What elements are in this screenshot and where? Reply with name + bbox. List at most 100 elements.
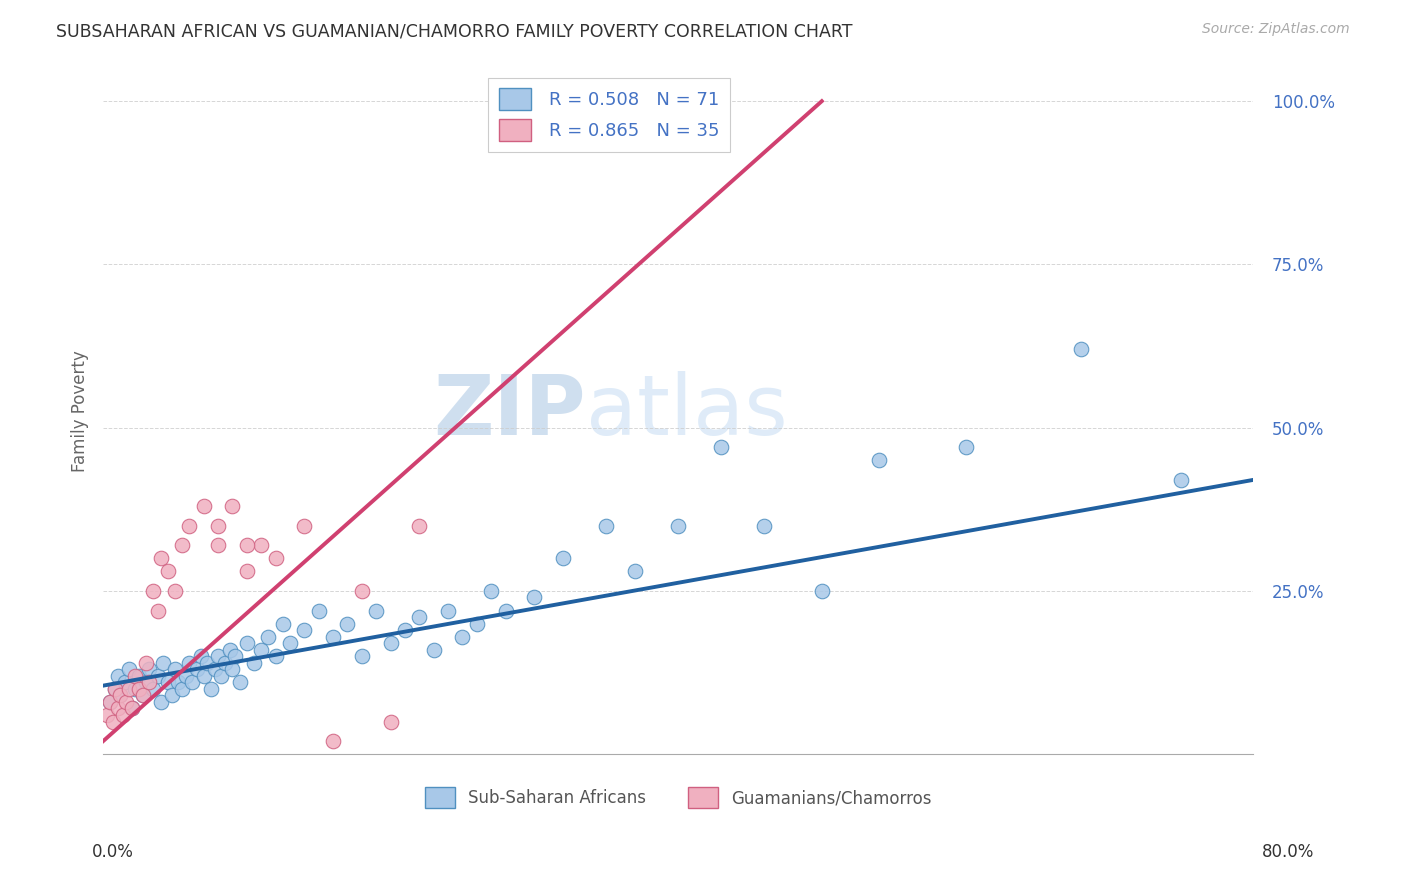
Point	[110, 689, 132, 703]
Point	[366, 603, 388, 617]
Point	[868, 453, 890, 467]
Point	[408, 518, 430, 533]
Point	[228, 675, 250, 690]
Point	[190, 649, 212, 664]
Point	[103, 714, 125, 729]
Point	[624, 565, 647, 579]
Point	[124, 681, 146, 696]
Point	[128, 681, 150, 696]
Point	[236, 565, 259, 579]
Point	[551, 551, 574, 566]
Point	[250, 642, 273, 657]
Point	[172, 538, 194, 552]
Point	[118, 681, 141, 696]
Point	[292, 623, 315, 637]
Point	[118, 662, 141, 676]
Point	[451, 630, 474, 644]
Point	[754, 518, 776, 533]
Point	[595, 518, 617, 533]
Point	[149, 551, 172, 566]
Point	[214, 656, 236, 670]
Point	[271, 616, 294, 631]
Point	[523, 591, 546, 605]
Point	[380, 636, 402, 650]
Point	[179, 656, 201, 670]
Point	[350, 649, 373, 664]
Text: SUBSAHARAN AFRICAN VS GUAMANIAN/CHAMORRO FAMILY POVERTY CORRELATION CHART: SUBSAHARAN AFRICAN VS GUAMANIAN/CHAMORRO…	[56, 22, 853, 40]
Point	[710, 440, 733, 454]
Point	[156, 565, 179, 579]
Point	[207, 538, 229, 552]
Point	[810, 583, 832, 598]
Point	[132, 689, 155, 703]
Point	[495, 603, 517, 617]
Point	[422, 642, 444, 657]
Point	[163, 662, 186, 676]
Point	[107, 701, 129, 715]
Point	[138, 675, 160, 690]
Point	[264, 649, 287, 664]
Point	[104, 681, 127, 696]
Point	[207, 649, 229, 664]
Point	[1170, 473, 1192, 487]
Point	[955, 440, 977, 454]
Point	[121, 701, 143, 715]
Point	[195, 656, 218, 670]
Point	[465, 616, 488, 631]
Point	[221, 662, 243, 676]
Text: atlas: atlas	[586, 371, 787, 452]
Point	[193, 499, 215, 513]
Point	[114, 675, 136, 690]
Text: Source: ZipAtlas.com: Source: ZipAtlas.com	[1202, 22, 1350, 37]
Point	[257, 630, 280, 644]
Point	[250, 538, 273, 552]
Point	[96, 708, 118, 723]
Point	[264, 551, 287, 566]
Point	[292, 518, 315, 533]
Point	[181, 675, 204, 690]
Point	[308, 603, 330, 617]
Point	[167, 675, 190, 690]
Point	[236, 538, 259, 552]
Point	[160, 689, 183, 703]
Point	[186, 662, 208, 676]
Point	[322, 630, 344, 644]
Point	[218, 642, 240, 657]
Point	[350, 583, 373, 598]
Point	[380, 714, 402, 729]
Point	[193, 669, 215, 683]
Text: 0.0%: 0.0%	[91, 843, 134, 861]
Point	[336, 616, 359, 631]
Point	[98, 695, 121, 709]
Point	[176, 669, 198, 683]
Point	[666, 518, 689, 533]
Point	[209, 669, 232, 683]
Text: ZIP: ZIP	[433, 371, 586, 452]
Point	[135, 656, 157, 670]
Point	[98, 695, 121, 709]
Point	[142, 681, 165, 696]
Point	[138, 662, 160, 676]
Point	[236, 636, 259, 650]
Point	[221, 499, 243, 513]
Point	[104, 681, 127, 696]
Point	[146, 603, 169, 617]
Point	[479, 583, 502, 598]
Point	[1070, 343, 1092, 357]
Point	[132, 689, 155, 703]
Point	[394, 623, 416, 637]
Point	[322, 734, 344, 748]
Point	[152, 656, 174, 670]
Point	[149, 695, 172, 709]
Point	[207, 518, 229, 533]
Y-axis label: Family Poverty: Family Poverty	[72, 351, 89, 472]
Point	[115, 695, 138, 709]
Point	[163, 583, 186, 598]
Point	[204, 662, 226, 676]
Point	[124, 669, 146, 683]
Point	[200, 681, 222, 696]
Text: 80.0%: 80.0%	[1263, 843, 1315, 861]
Point	[146, 669, 169, 683]
Point	[110, 689, 132, 703]
Point	[408, 610, 430, 624]
